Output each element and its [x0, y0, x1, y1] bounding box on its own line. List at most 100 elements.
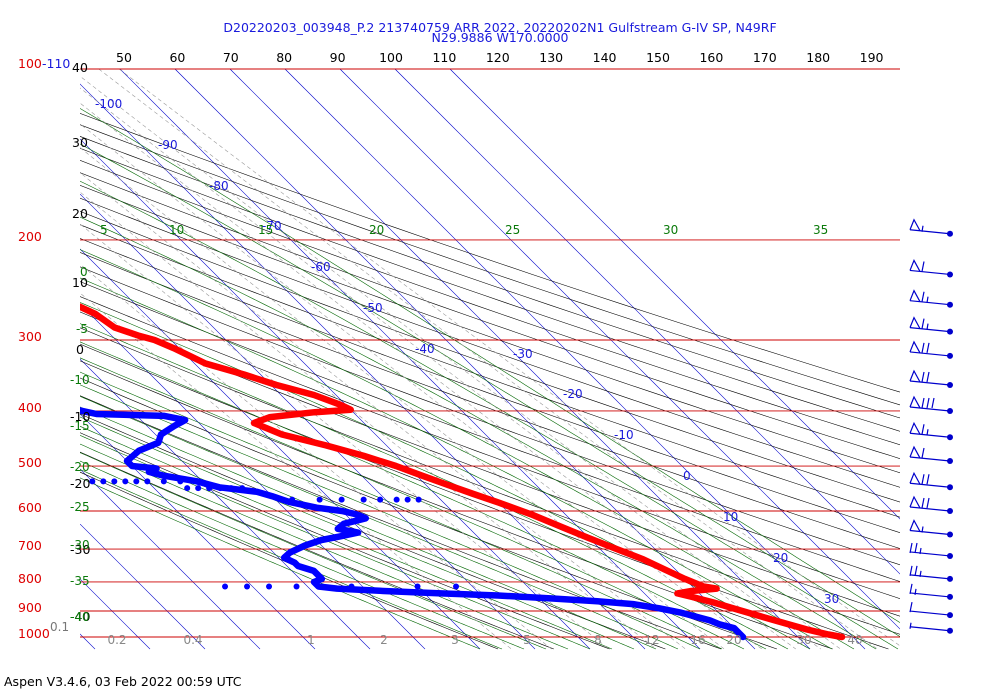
dewpoint-dot: [239, 485, 246, 492]
dry-adiabat-line: [80, 210, 900, 503]
mixing-ratio-label: 3: [451, 633, 459, 647]
top-axis-tick-label: 120: [486, 50, 510, 65]
mixing-ratio-line: [80, 147, 725, 650]
top-axis-tick-label: 180: [806, 50, 830, 65]
wind-barb-staff: [909, 626, 951, 632]
wind-barb-full: [914, 565, 918, 576]
moist-adiabat-label: 30: [663, 223, 678, 237]
dewpoint-dot: [289, 496, 296, 503]
wind-barb-full: [921, 261, 925, 272]
dewpoint-dot: [160, 478, 167, 485]
wind-barb-pennant: [909, 218, 921, 232]
pressure-label-top: 100: [18, 56, 42, 71]
wind-barb: [909, 289, 953, 308]
mixing-ratio-line: [80, 292, 512, 650]
mixing-ratio-line: [80, 223, 610, 650]
mixing-ratio-label: 1: [307, 633, 315, 647]
wind-barb: [909, 583, 953, 600]
dry-adiabat-line: [80, 147, 900, 432]
wind-barb-staff: [909, 574, 951, 580]
wind-barb-pennant: [909, 495, 921, 509]
dewpoint-dot: [377, 496, 384, 503]
moist-adiabat-line: [80, 477, 481, 650]
mixing-ratio-label: 30: [796, 633, 811, 647]
pressure-tick-label: 500: [18, 455, 42, 470]
wind-barb-staff: [909, 592, 951, 598]
wind-barb-full: [909, 565, 913, 576]
wind-barb-staff: [909, 327, 951, 333]
wind-barb-staff: [909, 551, 951, 557]
dewpoint-dot: [293, 583, 300, 590]
wind-barb: [909, 601, 953, 619]
moist-adiabat-line: [80, 143, 900, 637]
mixing-ratio-label: 2: [380, 633, 388, 647]
mixing-ratio-label: 40: [847, 633, 862, 647]
moist-adiabat-line: [80, 434, 591, 650]
wind-barb-half: [921, 225, 924, 232]
wind-barb-full: [909, 542, 913, 554]
wind-barb: [909, 259, 953, 278]
dewpoint-dot: [360, 496, 367, 503]
dewpoint-dot: [316, 496, 323, 503]
wind-barb-half: [919, 547, 922, 555]
isotherm-label: -20: [563, 387, 583, 401]
wind-barb-full: [921, 447, 925, 459]
moist-adiabat-line: [80, 395, 679, 650]
pressure-tick-label: 400: [18, 400, 42, 415]
moist-adiabat-line: [80, 460, 525, 650]
dewpoint-dot: [244, 583, 251, 590]
moist-adiabat-line: [80, 341, 767, 650]
dry-adiabat-line: [80, 451, 554, 650]
moist-adiabat-line: [80, 443, 569, 650]
mixing-ratio-line: [80, 87, 821, 650]
top-axis-tick-label: 140: [593, 50, 617, 65]
moist-adiabat-line: [80, 216, 877, 650]
mixing-ratio-label: 12: [644, 633, 659, 647]
theta-tick-label: -35: [70, 574, 90, 588]
dewpoint-dot: [266, 583, 273, 590]
dry-adiabat-line: [80, 224, 900, 518]
isotherm-line: [394, 68, 900, 575]
isotherm-line: [0, 69, 40, 649]
height-tick-label: 10: [72, 275, 88, 290]
pressure-label-top-temperature: -110: [42, 56, 70, 71]
theta-tick-label: 0: [80, 265, 88, 279]
isotherm-label: -60: [311, 260, 331, 274]
dewpoint-dot: [393, 496, 400, 503]
moist-adiabat-line: [80, 108, 900, 623]
height-tick-label: -10: [70, 409, 90, 424]
pressure-tick-label: 200: [18, 229, 42, 244]
wind-barb-full: [921, 497, 925, 509]
isotherm-label: -100: [95, 97, 122, 111]
dewpoint-dot: [414, 583, 421, 590]
wind-barb-full: [921, 342, 925, 354]
chart-grid: [0, 68, 900, 650]
wind-barb-full: [926, 342, 930, 354]
isotherm-line: [80, 413, 316, 650]
pressure-tick-label: 1000: [18, 626, 50, 641]
dry-adiabat-line: [80, 377, 777, 650]
isotherm-line: [284, 68, 866, 650]
pressure-tick-label: 800: [18, 571, 42, 586]
theta-tick-label: -5: [76, 322, 88, 336]
top-axis-tick-label: 130: [539, 50, 563, 65]
wind-barb: [909, 622, 953, 634]
moist-adiabat-line: [80, 277, 833, 650]
corner-label: 0.1: [50, 620, 69, 634]
wind-barb-staff: [909, 269, 951, 276]
height-tick-label: -30: [70, 542, 90, 557]
mixing-ratio-label: 8: [594, 633, 602, 647]
theta-tick-label: -40: [70, 610, 90, 624]
top-axis-tick-label: 70: [223, 50, 239, 65]
dewpoint-dot: [111, 478, 118, 485]
wind-barb: [909, 542, 953, 559]
wind-barb-pennant: [909, 519, 921, 532]
moist-adiabat-line: [80, 384, 701, 650]
height-tick-label: -40: [70, 609, 90, 624]
dry-adiabat-line: [80, 360, 833, 650]
wind-barb-column: [909, 218, 953, 634]
mixing-ratio-line: [80, 191, 657, 650]
wind-barb-half: [921, 526, 924, 533]
wind-barb-staff: [909, 529, 951, 536]
top-axis-tick-label: 190: [860, 50, 884, 65]
